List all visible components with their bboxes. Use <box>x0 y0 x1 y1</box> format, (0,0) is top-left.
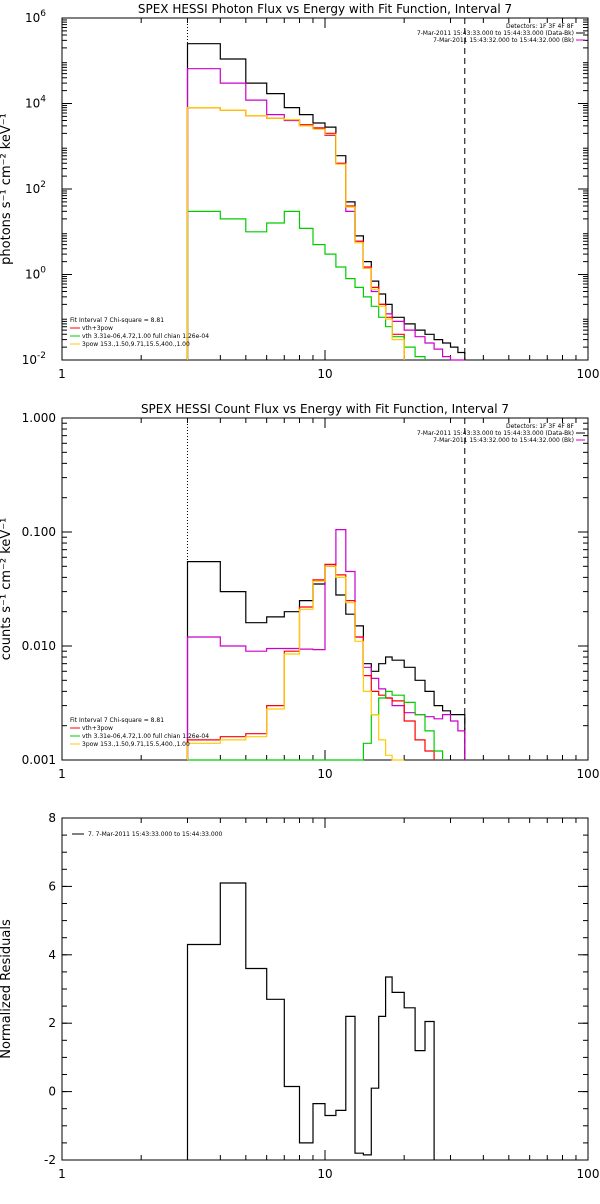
y-tick-label: 1.000 <box>22 411 56 425</box>
y-axis-label: photons s⁻¹ cm⁻² keV⁻¹ <box>0 113 14 265</box>
legend-top-right-entry: 7-Mar-2011 15:43:32.000 to 15:44:32.000 … <box>433 437 574 444</box>
series-3pow <box>186 107 405 360</box>
x-tick-label: 1 <box>58 1167 66 1181</box>
series-vth-3pow <box>186 107 405 360</box>
legend-bottom-left-entry: vth 3.31e-06,4.72,1.00 full chian 1.26e-… <box>82 333 209 340</box>
y-tick-label: 0.001 <box>22 753 56 767</box>
legend-top-right-entry: 7-Mar-2011 15:43:33.000 to 15:44:33.000 … <box>417 30 574 37</box>
legend-bottom-left-entry: 3pow 153.,1.50,9.71,15.5,400.,1.00 <box>82 341 190 348</box>
y-tick-label: 100 <box>25 266 46 282</box>
series-data-bk <box>186 43 466 360</box>
legend-top-right-entry: Detectors: 1F 3F 4F 8F <box>506 23 575 30</box>
y-tick-label: 8 <box>48 811 56 825</box>
legend-bottom-left-entry: 3pow 153.,1.50,9.71,15.5,400.,1.00 <box>82 741 190 748</box>
legend-bottom-left-entry: vth 3.31e-06,4.72,1.00 full chian 1.26e-… <box>82 733 209 740</box>
y-tick-label: 0 <box>48 1085 56 1099</box>
series-vth-3pow <box>186 563 435 760</box>
legend-bottom-left-entry: vth+3pow <box>82 325 113 332</box>
series-vth <box>186 210 426 360</box>
y-tick-label: 102 <box>25 180 46 196</box>
legend-top-right-entry: Detectors: 1F 3F 4F 8F <box>506 423 575 430</box>
chart-title: SPEX HESSI Photon Flux vs Energy with Fi… <box>138 2 512 16</box>
y-axis-label: Normalized Residuals <box>0 919 14 1059</box>
x-tick-label: 100 <box>577 367 600 381</box>
y-tick-label: 10-2 <box>22 351 46 367</box>
y-axis-label: counts s⁻¹ cm⁻² keV⁻¹ <box>0 518 14 661</box>
y-tick-label: 0.010 <box>22 639 56 653</box>
legend-top-right-entry: 7-Mar-2011 15:43:33.000 to 15:44:33.000 … <box>417 430 574 437</box>
series-bk <box>186 68 465 361</box>
legend-bottom-left-entry: Fit Interval 7 Chi-square = 8.81 <box>70 717 164 724</box>
legend-top-left-entry: 7. 7-Mar-2011 15:43:33.000 to 15:44:33.0… <box>88 831 223 838</box>
x-tick-label: 10 <box>317 767 332 781</box>
legend-bottom-left-entry: Fit Interval 7 Chi-square = 8.81 <box>70 317 164 324</box>
y-tick-label: 4 <box>48 948 56 962</box>
y-tick-label: 2 <box>48 1016 56 1030</box>
legend-bottom-left-entry: vth+3pow <box>82 725 113 732</box>
y-tick-label: 0.100 <box>22 525 56 539</box>
x-tick-label: 1 <box>58 367 66 381</box>
x-tick-label: 10 <box>317 1167 332 1181</box>
series-vth <box>187 690 444 761</box>
y-tick-label: -2 <box>44 1153 56 1167</box>
y-tick-label: 106 <box>25 9 46 25</box>
x-tick-label: 10 <box>317 367 332 381</box>
x-tick-label: 100 <box>577 767 600 781</box>
series-bk <box>186 529 466 760</box>
x-tick-label: 100 <box>577 1167 600 1181</box>
legend-top-right-entry: 7-Mar-2011 15:43:32.000 to 15:44:32.000 … <box>433 37 574 44</box>
series-residuals <box>186 882 435 1160</box>
chart-title: SPEX HESSI Count Flux vs Energy with Fit… <box>141 402 509 416</box>
x-tick-label: 1 <box>58 767 66 781</box>
y-tick-label: 104 <box>25 95 46 111</box>
series-data-bk <box>186 561 466 760</box>
series-3pow <box>186 565 405 761</box>
plot-frame <box>61 17 589 361</box>
y-tick-label: 6 <box>48 879 56 893</box>
